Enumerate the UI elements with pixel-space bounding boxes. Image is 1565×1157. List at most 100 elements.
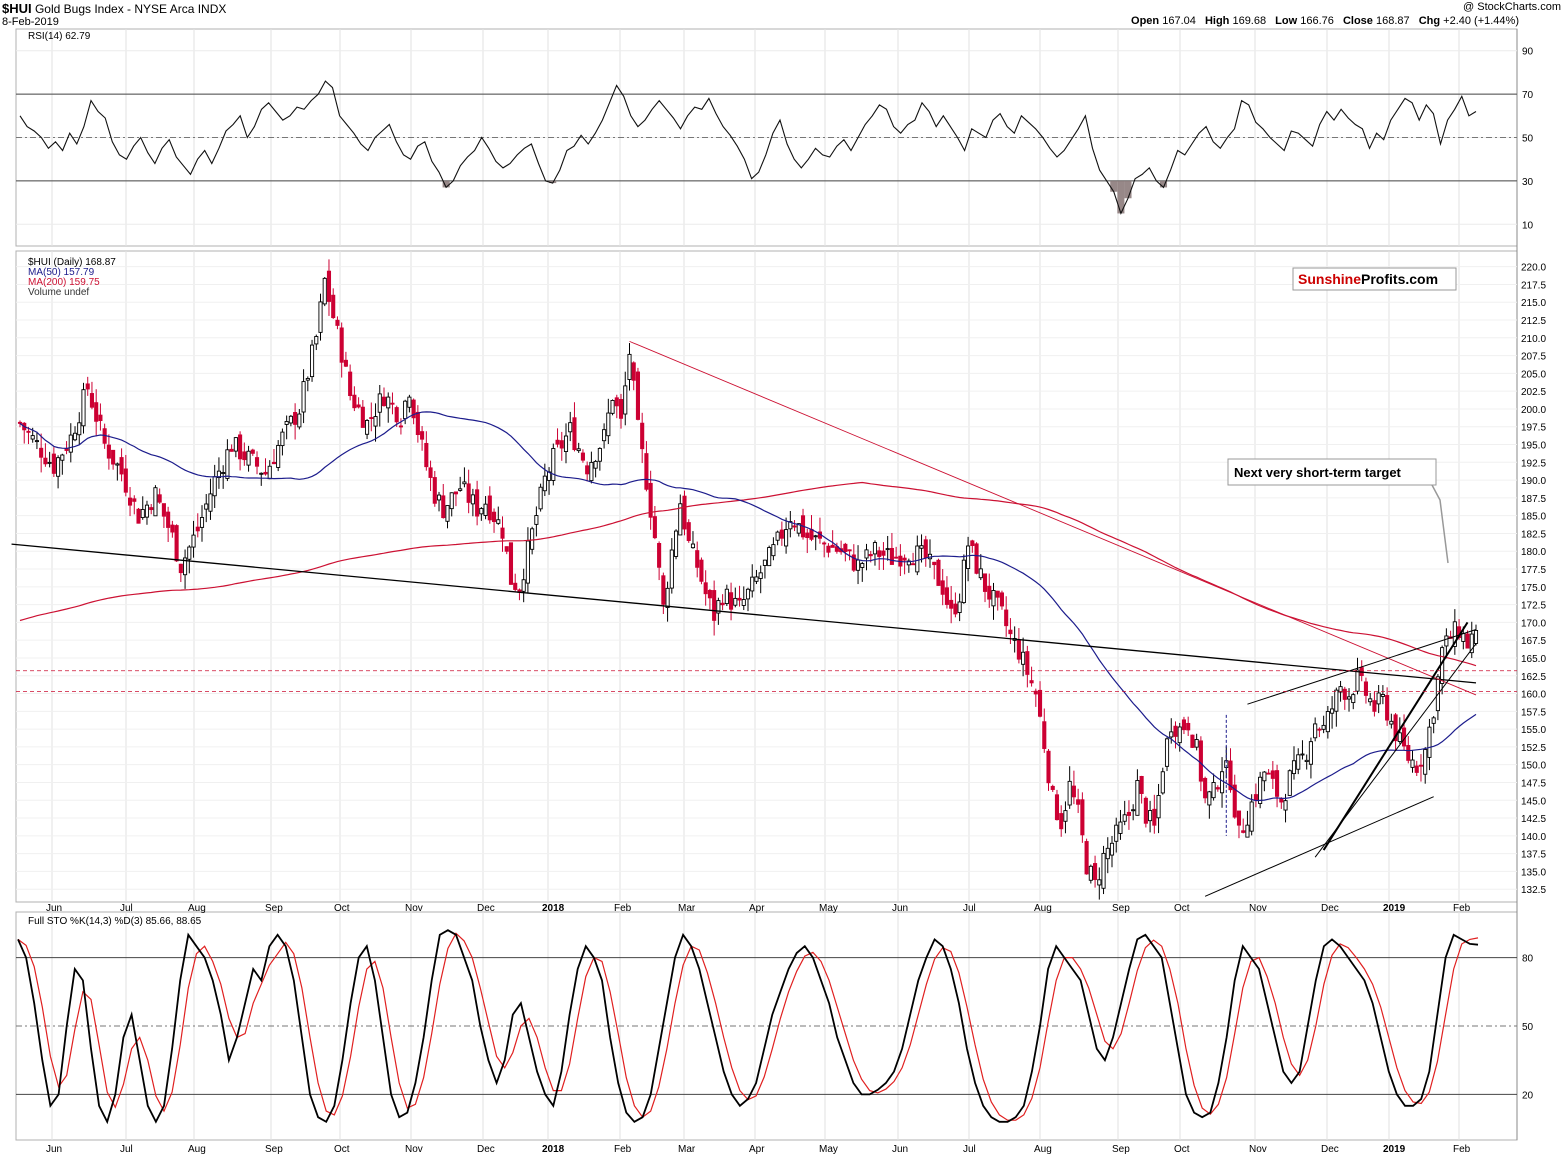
candle-body — [593, 460, 598, 469]
candle-body — [1152, 808, 1157, 826]
candle-body — [119, 457, 124, 475]
candle-body — [1033, 690, 1038, 695]
candle-body — [682, 495, 687, 530]
candle-body — [1283, 800, 1288, 811]
candle-body — [1469, 633, 1474, 654]
price-tick-label: 217.5 — [1521, 280, 1546, 291]
candle-body — [906, 560, 911, 566]
candle-body — [276, 445, 281, 468]
candle-body — [1025, 651, 1030, 675]
x-tick-label-sto: Mar — [678, 1144, 696, 1155]
candle-body — [34, 440, 39, 443]
candle-body — [805, 532, 810, 539]
candle-body — [1452, 621, 1457, 647]
candle-body — [1351, 694, 1356, 704]
candle-body — [631, 362, 636, 381]
candle-body — [750, 576, 755, 592]
rsi-oversold-fill — [1124, 180, 1132, 199]
candle-body — [221, 472, 226, 474]
candle-body — [1228, 760, 1233, 791]
candle-body — [551, 448, 556, 481]
rsi-oversold-fill — [1159, 180, 1168, 188]
candle-body — [1042, 721, 1047, 749]
candle-body — [1325, 711, 1330, 733]
candle-body — [106, 444, 111, 459]
candle-body — [699, 559, 704, 582]
candle-body — [1300, 753, 1305, 756]
candle-body — [187, 546, 192, 560]
candle-body — [623, 385, 628, 415]
candle-body — [1114, 824, 1119, 842]
candle-body — [864, 549, 869, 559]
rsi-oversold-fill — [1110, 180, 1118, 192]
candle-body — [301, 381, 306, 413]
candle-body — [453, 491, 459, 495]
candle-body — [686, 522, 691, 541]
candle-body — [1160, 771, 1165, 794]
candle-body — [1076, 799, 1081, 805]
candle-body — [1342, 688, 1347, 700]
candle-body — [322, 277, 327, 305]
candle-body — [1164, 738, 1170, 767]
chart-date: 8-Feb-2019 — [2, 16, 59, 28]
candle-body — [17, 421, 23, 424]
price-tick-label: 145.0 — [1521, 796, 1546, 807]
candle-body — [618, 399, 624, 419]
candle-body — [855, 559, 861, 571]
candle-body — [183, 557, 188, 576]
candle-body — [428, 467, 433, 478]
x-tick-label-price: Jun — [46, 903, 62, 914]
candle-body — [394, 407, 399, 423]
candle-body — [360, 406, 365, 428]
candle-body — [369, 417, 374, 419]
candle-body — [225, 449, 230, 479]
candle-body — [635, 371, 641, 420]
candle-body — [1376, 692, 1381, 705]
candle-body — [1059, 813, 1064, 830]
candle-body — [822, 542, 827, 545]
candle-body — [995, 590, 1000, 598]
candle-body — [208, 493, 213, 512]
candle-body — [1431, 717, 1436, 724]
candle-body — [386, 396, 391, 409]
x-tick-label-sto: Oct — [1174, 1144, 1190, 1155]
candle-body — [458, 488, 463, 491]
rising-support-bold-line — [1322, 621, 1469, 851]
price-tick-label: 147.5 — [1521, 778, 1546, 789]
candle-body — [1008, 629, 1013, 635]
candle-body — [826, 545, 831, 553]
candle-body — [1423, 749, 1428, 775]
candle-body — [568, 422, 573, 433]
candle-body — [420, 431, 425, 440]
candle-body — [365, 420, 370, 435]
candle-body — [957, 601, 962, 613]
candle-body — [140, 509, 145, 519]
candle-body — [538, 486, 543, 510]
rsi-tick-label: 50 — [1522, 134, 1534, 145]
candle-body — [796, 523, 801, 534]
brand-logo: SunshineProfits.com — [1298, 271, 1438, 287]
candle-body — [85, 383, 90, 390]
x-tick-label-sto: Nov — [1249, 1144, 1267, 1155]
candle-body — [1393, 714, 1398, 742]
candle-body — [1084, 841, 1089, 875]
candle-body — [504, 546, 509, 552]
candle-body — [267, 465, 272, 480]
candle-body — [944, 587, 949, 605]
candle-body — [1304, 759, 1309, 763]
candle-body — [1219, 771, 1225, 794]
candle-body — [331, 294, 336, 319]
candle-body — [271, 461, 277, 465]
candle-body — [153, 487, 158, 517]
candle-body — [373, 416, 378, 427]
candle-body — [475, 489, 480, 517]
candle-body — [1258, 776, 1263, 804]
candle-body — [716, 600, 721, 614]
candle-body — [1245, 824, 1250, 838]
candle-body — [1173, 725, 1178, 737]
candle-body — [1241, 830, 1246, 833]
candle-body — [161, 503, 166, 517]
candle-body — [390, 402, 395, 405]
volume-legend: Volume undef — [28, 287, 89, 298]
price-tick-label: 187.5 — [1521, 494, 1546, 505]
